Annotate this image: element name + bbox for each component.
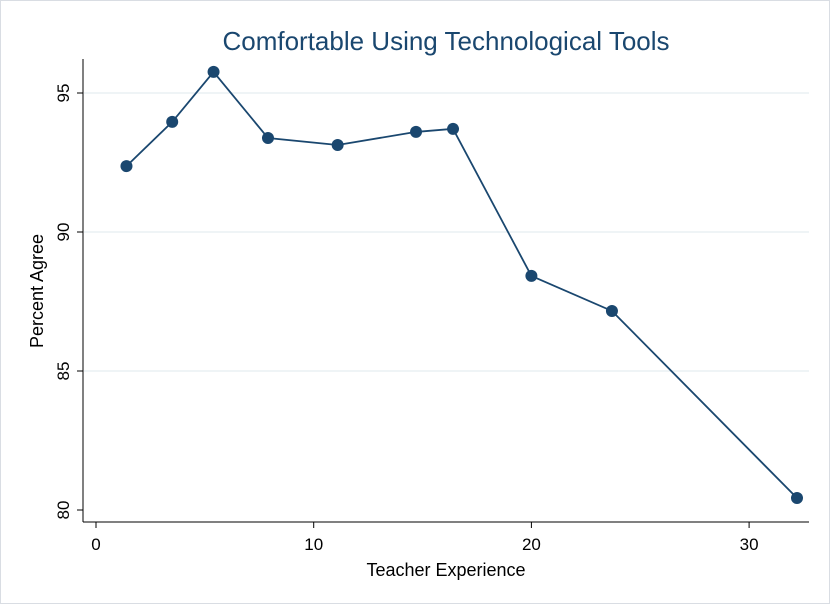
data-point (605, 304, 618, 317)
data-point (261, 132, 274, 145)
y-tick-label: 90 (54, 223, 73, 242)
data-point (166, 115, 179, 128)
y-tick-label: 95 (54, 84, 73, 103)
data-point (447, 122, 460, 135)
chart-title: Comfortable Using Technological Tools (222, 26, 669, 56)
data-point (525, 269, 538, 282)
data-point (207, 65, 220, 78)
x-tick-label: 30 (740, 535, 759, 554)
x-axis-label: Teacher Experience (366, 560, 525, 580)
y-tick-label: 85 (54, 362, 73, 381)
series-line (125, 70, 798, 499)
y-tick-label: 80 (54, 501, 73, 520)
y-axis-label: Percent Agree (27, 234, 47, 348)
data-point (331, 138, 344, 151)
data-point (120, 160, 133, 173)
x-tick-label: 20 (522, 535, 541, 554)
x-tick-label: 0 (91, 535, 100, 554)
data-point (410, 125, 423, 138)
data-point (790, 492, 803, 505)
x-tick-label: 10 (304, 535, 323, 554)
